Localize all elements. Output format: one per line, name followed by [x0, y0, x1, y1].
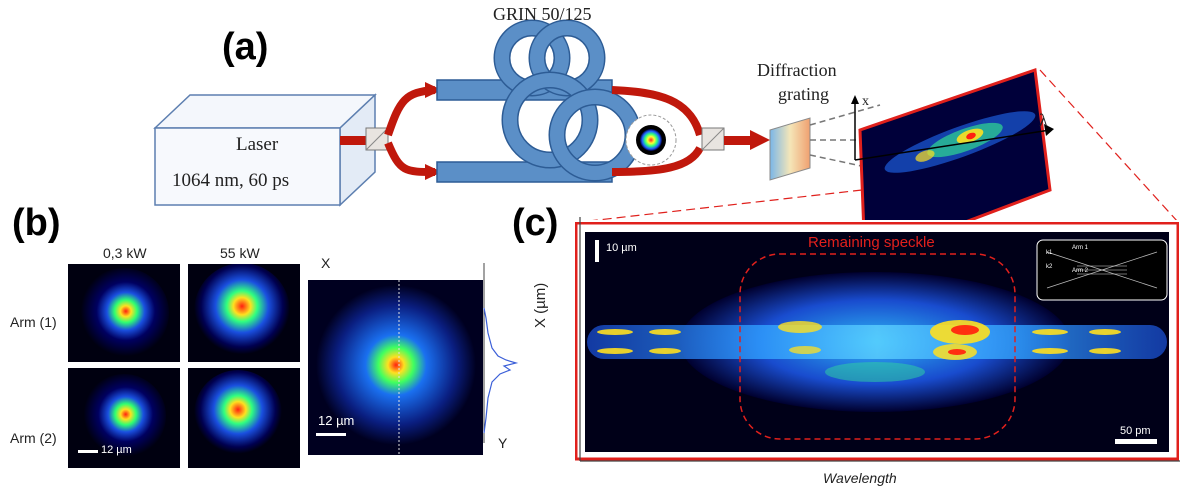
scale-bar-horizontal [1115, 439, 1157, 444]
inset-k1: k1 [1046, 250, 1053, 256]
profile-axis-y: Y [498, 435, 508, 451]
grin-fiber [436, 19, 642, 183]
panel-label-b: (b) [12, 202, 61, 244]
spectrum-xlabel: Wavelength [823, 470, 897, 486]
remaining-speckle-region [739, 253, 1016, 440]
grating-label-line1: Diffraction [757, 60, 837, 80]
grating-label-line2: grating [778, 84, 829, 104]
inset-arm2: Arm 2 [1072, 268, 1089, 274]
inset-diagram [1036, 239, 1168, 301]
scale-label-top: 10 µm [606, 242, 637, 254]
row-label-arm2: Arm (2) [10, 430, 57, 446]
profile-axis-x: X [321, 255, 331, 271]
side-fringes [597, 329, 1121, 354]
inset-arm1: Arm 1 [1072, 245, 1089, 251]
profile-axes [483, 263, 519, 443]
scale-bar-vertical [595, 240, 599, 262]
col-label-low: 0,3 kW [103, 245, 147, 261]
laser-label: Laser [236, 134, 279, 155]
input-beam [340, 136, 370, 145]
scale-label-profile: 12 µm [318, 413, 355, 428]
laser-spec: 1064 nm, 60 ps [172, 170, 290, 191]
detector-axis-x: x [862, 94, 869, 109]
diffraction-grating [769, 117, 811, 181]
spectrum-ylabel: X (µm) [532, 282, 549, 328]
scale-label-small: 12 µm [101, 444, 132, 456]
remaining-speckle-label: Remaining speckle [808, 234, 935, 251]
hot-spots [778, 320, 990, 382]
panel-label-c: (c) [512, 202, 559, 244]
beam-splitter-1 [365, 127, 389, 151]
beam-splitter-2 [701, 127, 725, 151]
scale-label-bottom: 50 pm [1120, 425, 1151, 437]
fiber-label: GRIN 50/125 [493, 4, 592, 24]
inset-k2: k2 [1046, 264, 1053, 270]
fiber-cross-section [625, 114, 677, 166]
scale-bar-profile [316, 433, 346, 436]
panel-label-a: (a) [222, 26, 269, 68]
spectrum-panel [575, 222, 1179, 461]
scale-bar-small [78, 450, 98, 453]
profile-curve [483, 307, 519, 434]
beam-arm-top [384, 86, 436, 137]
near-field-profile [308, 280, 483, 455]
laser-box [153, 93, 377, 207]
setup-diagram [153, 19, 1177, 220]
col-label-high: 55 kW [220, 245, 260, 261]
detector-axis-lambda: λ [1039, 110, 1048, 130]
near-field-grid [68, 264, 300, 468]
spectrum-axes [579, 217, 1180, 462]
row-label-arm1: Arm (1) [10, 314, 57, 330]
